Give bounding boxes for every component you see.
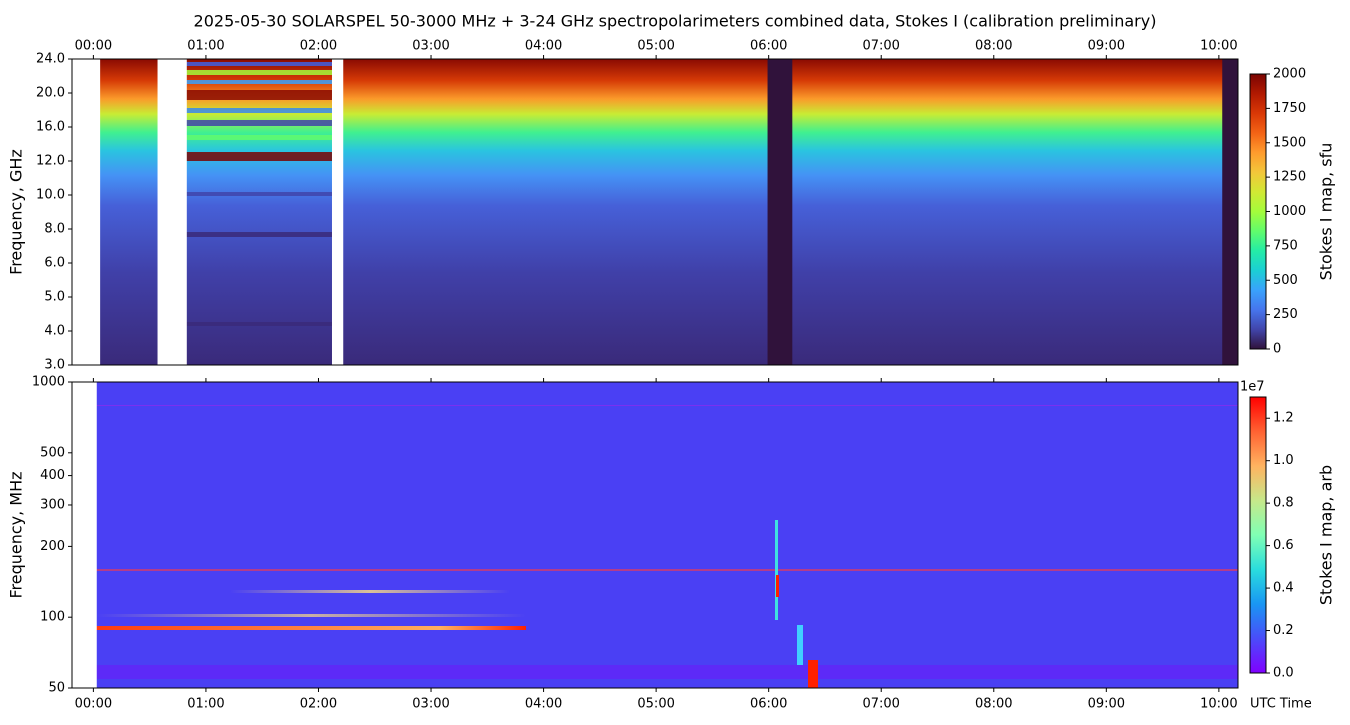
colorbar-tick-label: 0.0 xyxy=(1273,666,1294,681)
spectrogram-field xyxy=(72,382,1238,688)
x-tick-label: 10:00 xyxy=(1200,39,1237,54)
colorbar-tick-label: 0.4 xyxy=(1273,581,1294,596)
plot-frame xyxy=(71,58,1239,366)
x-tick-label: 00:00 xyxy=(75,39,112,54)
colorbar-label: Stokes I map, arb xyxy=(1317,465,1336,605)
y-axis-label: Frequency, GHz xyxy=(7,149,26,275)
x-tick-label: 03:00 xyxy=(412,697,449,712)
colorbar-tick-label: 1.2 xyxy=(1273,411,1294,426)
colorbar-tick-label: 0 xyxy=(1273,342,1281,357)
no-data xyxy=(72,382,97,688)
y-tick-label: 12.0 xyxy=(36,154,65,169)
chart-title: 2025-05-30 SOLARSPEL 50-3000 MHz + 3-24 … xyxy=(194,12,1157,31)
x-tick-label: 02:00 xyxy=(300,39,337,54)
y-tick-label: 50 xyxy=(48,681,65,696)
no-data xyxy=(157,59,187,365)
x-tick-label: 10:00 xyxy=(1200,697,1237,712)
band-stripes xyxy=(186,62,332,326)
colorbar-tick-label: 1750 xyxy=(1273,101,1306,116)
colorbar xyxy=(1249,73,1267,350)
colorbar-tick-label: 250 xyxy=(1273,307,1298,322)
y-tick-label: 200 xyxy=(40,539,65,554)
y-tick-label: 100 xyxy=(40,610,65,625)
y-tick-label: 1000 xyxy=(32,375,65,390)
near-zero xyxy=(767,59,793,365)
x-tick-label: 05:00 xyxy=(637,697,674,712)
y-axis-label: Frequency, MHz xyxy=(7,471,26,598)
colorbar-offset: 1e7 xyxy=(1240,380,1265,395)
x-tick-label: 09:00 xyxy=(1088,697,1125,712)
y-tick-label: 400 xyxy=(40,468,65,483)
plot-frame xyxy=(71,381,1239,689)
x-tick-label: 00:00 xyxy=(75,697,112,712)
x-tick-label: 06:00 xyxy=(750,697,787,712)
y-tick-label: 20.0 xyxy=(36,86,65,101)
colorbar-tick-label: 1500 xyxy=(1273,135,1306,150)
colorbar-tick-label: 500 xyxy=(1273,273,1298,288)
x-axis-label: UTC Time xyxy=(1250,697,1312,712)
x-tick-label: 06:00 xyxy=(750,39,787,54)
y-tick-label: 8.0 xyxy=(44,222,65,237)
no-data xyxy=(331,59,344,365)
x-tick-label: 08:00 xyxy=(975,39,1012,54)
y-tick-label: 5.0 xyxy=(44,290,65,305)
near-zero xyxy=(1222,59,1238,365)
y-tick-label: 16.0 xyxy=(36,120,65,135)
colorbar-tick-label: 0.8 xyxy=(1273,496,1294,511)
spectrogram-field xyxy=(72,59,1238,365)
x-tick-label: 04:00 xyxy=(525,39,562,54)
y-tick-label: 4.0 xyxy=(44,324,65,339)
y-tick-label: 500 xyxy=(40,445,65,460)
colorbar-tick-label: 1.0 xyxy=(1273,453,1294,468)
x-tick-label: 03:00 xyxy=(412,39,449,54)
x-tick-label: 05:00 xyxy=(637,39,674,54)
x-tick-label: 08:00 xyxy=(975,697,1012,712)
y-tick-label: 300 xyxy=(40,497,65,512)
colorbar-tick-label: 2000 xyxy=(1273,67,1306,82)
y-tick-label: 24.0 xyxy=(36,52,65,67)
y-tick-label: 10.0 xyxy=(36,188,65,203)
colorbar-tick-label: 1000 xyxy=(1273,204,1306,219)
colorbar xyxy=(1249,396,1267,674)
emission-features xyxy=(96,405,1238,688)
x-tick-label: 07:00 xyxy=(862,697,899,712)
x-tick-label: 07:00 xyxy=(862,39,899,54)
x-tick-label: 02:00 xyxy=(300,697,337,712)
colorbar-tick-label: 0.2 xyxy=(1273,623,1294,638)
x-tick-label: 01:00 xyxy=(187,697,224,712)
x-tick-label: 09:00 xyxy=(1088,39,1125,54)
colorbar-tick-label: 750 xyxy=(1273,238,1298,253)
colorbar-tick-label: 0.6 xyxy=(1273,538,1294,553)
no-data xyxy=(72,59,101,365)
colorbar-label: Stokes I map, sfu xyxy=(1317,143,1336,281)
y-tick-label: 6.0 xyxy=(44,256,65,271)
x-tick-label: 01:00 xyxy=(187,39,224,54)
y-tick-label: 3.0 xyxy=(44,358,65,373)
colorbar-tick-label: 1250 xyxy=(1273,170,1306,185)
x-tick-label: 04:00 xyxy=(525,697,562,712)
